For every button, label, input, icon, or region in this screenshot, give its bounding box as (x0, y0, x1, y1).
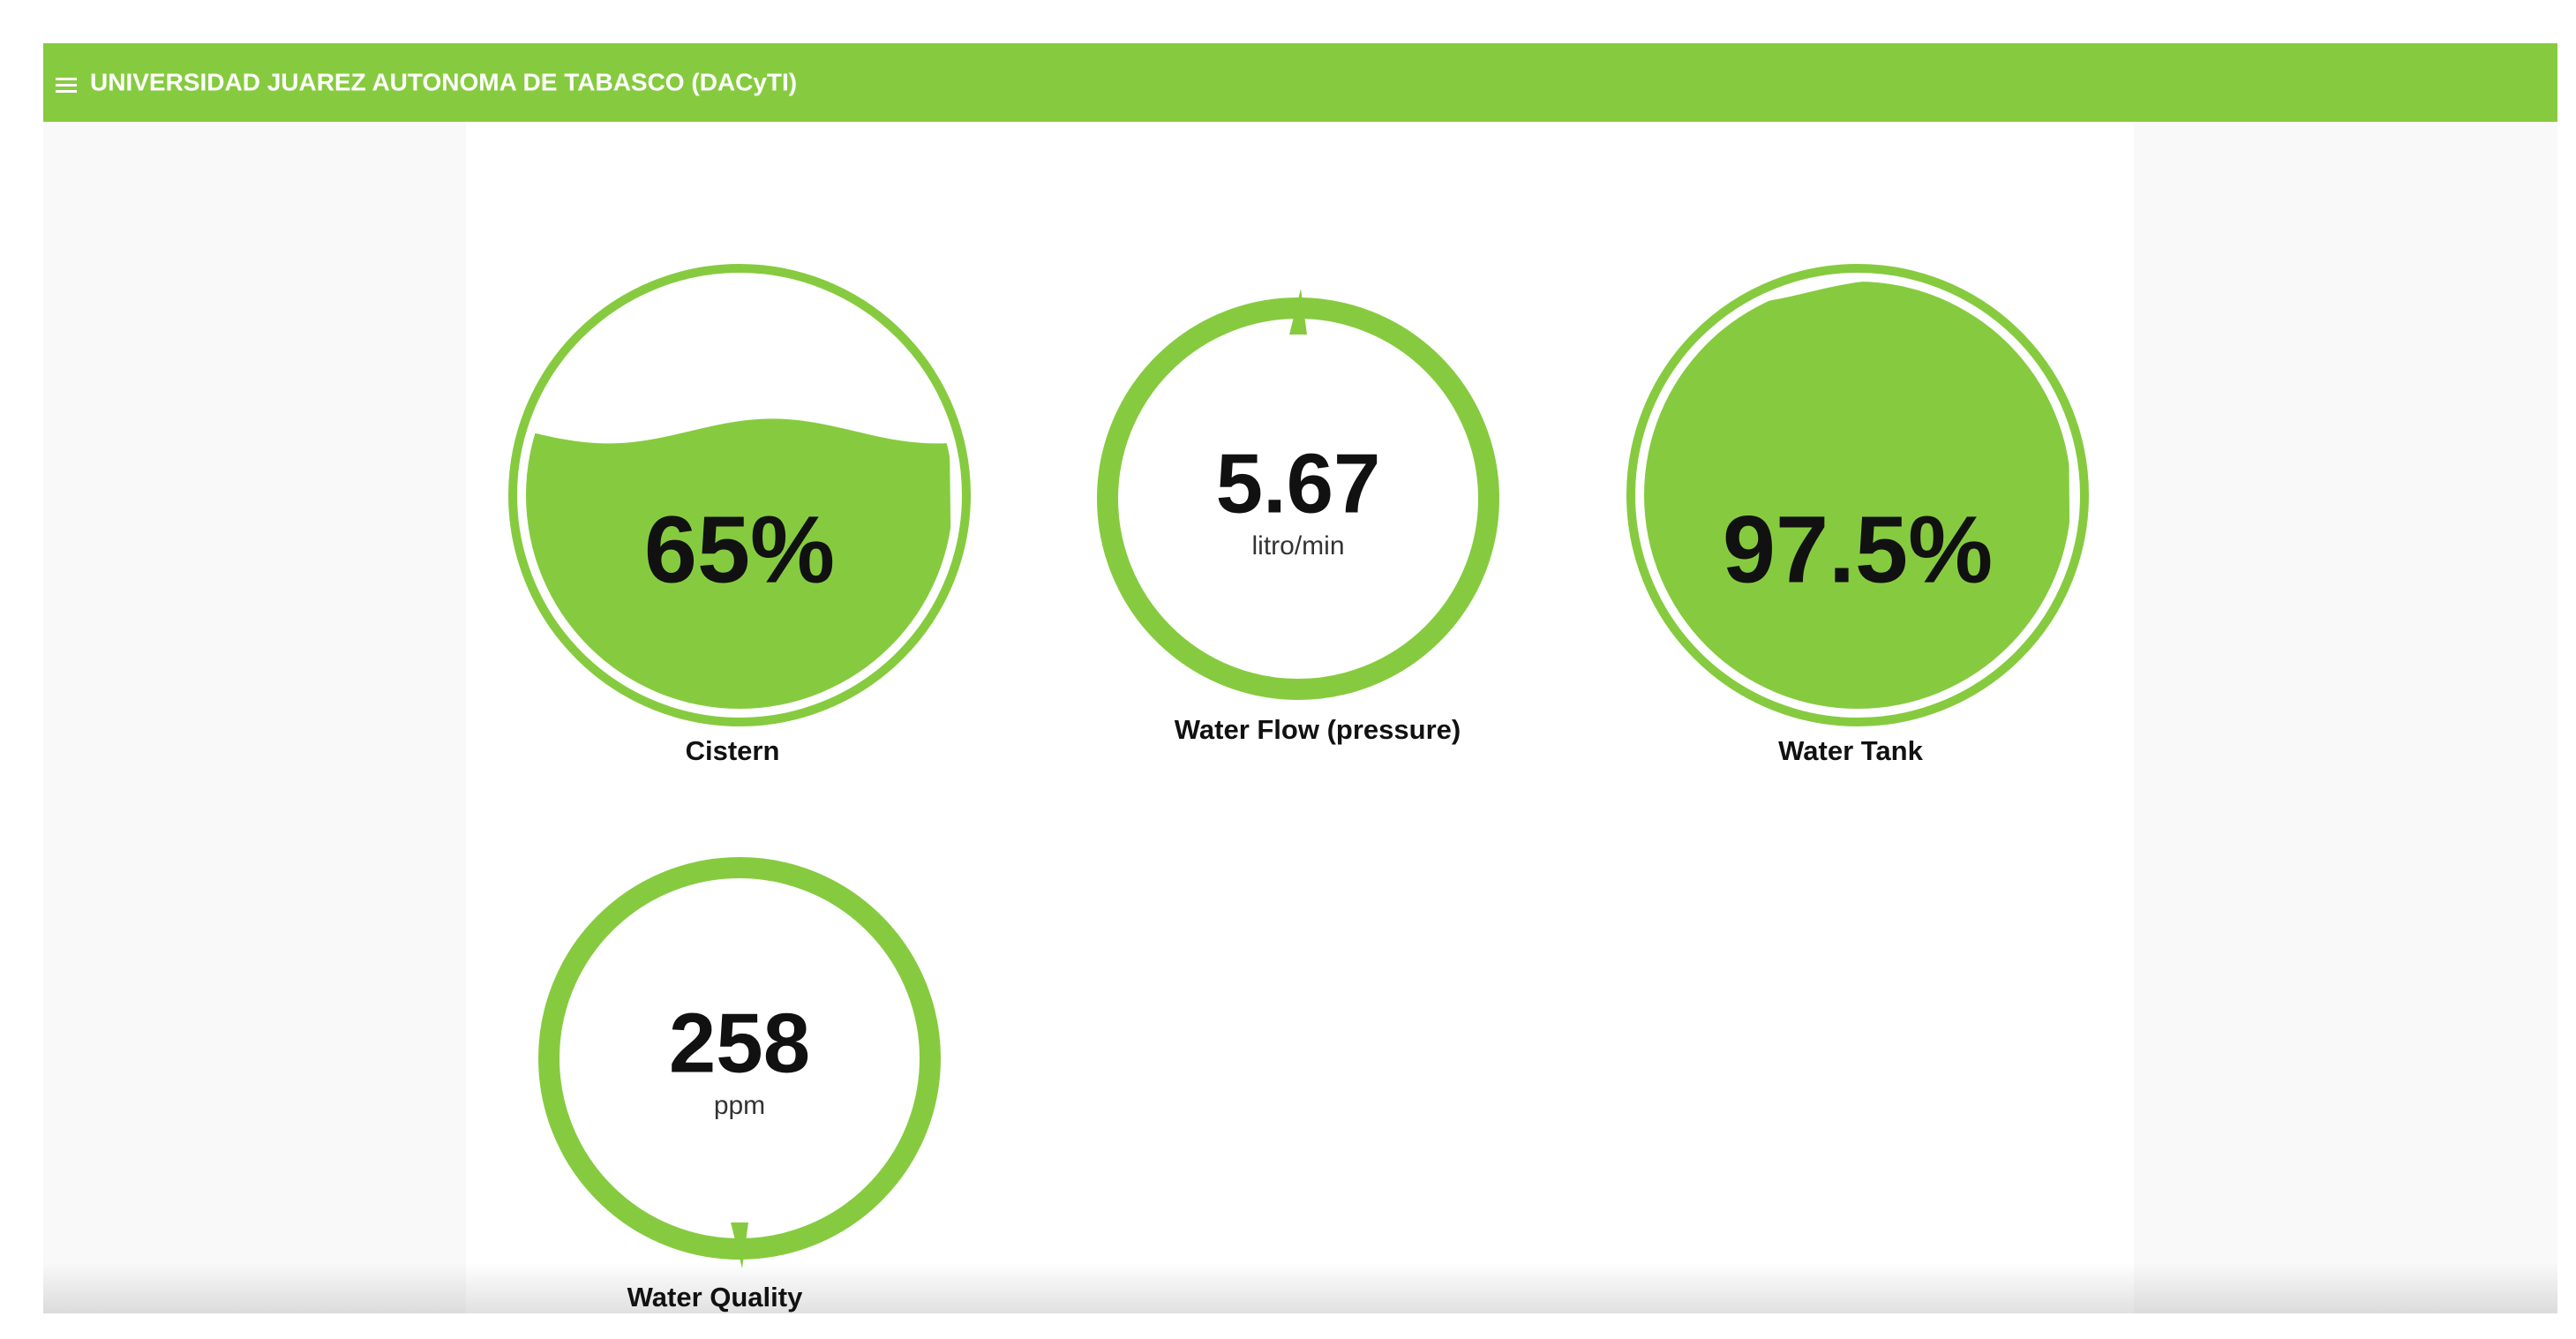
liquid-fill (526, 418, 953, 709)
gauge-label: Water Flow (pressure) (1175, 714, 1461, 745)
menu-icon[interactable] (56, 78, 77, 93)
gauge-value: 5.67 (1216, 436, 1381, 530)
gauge-ring (1626, 264, 2089, 726)
header-title: UNIVERSIDAD JUAREZ AUTONOMA DE TABASCO (… (90, 68, 797, 95)
gauge-value: 97.5% (1723, 496, 1993, 603)
bottom-shadow (43, 1262, 2557, 1313)
liquid-fill (1644, 282, 2071, 709)
gauge-label: Water Quality (627, 1282, 803, 1313)
header-bar (43, 43, 2557, 122)
gauge-pointer (731, 1222, 748, 1268)
gauge-ring (508, 264, 971, 726)
gauge-unit: litro/min (1251, 531, 1344, 560)
gauge-unit: ppm (714, 1091, 765, 1120)
gauge-value: 65% (644, 496, 835, 603)
gauge-pointer (1289, 289, 1307, 335)
gauge-label: Water Tank (1778, 735, 1923, 766)
gauge-label: Cistern (686, 735, 780, 766)
gauge-value: 258 (669, 996, 810, 1090)
